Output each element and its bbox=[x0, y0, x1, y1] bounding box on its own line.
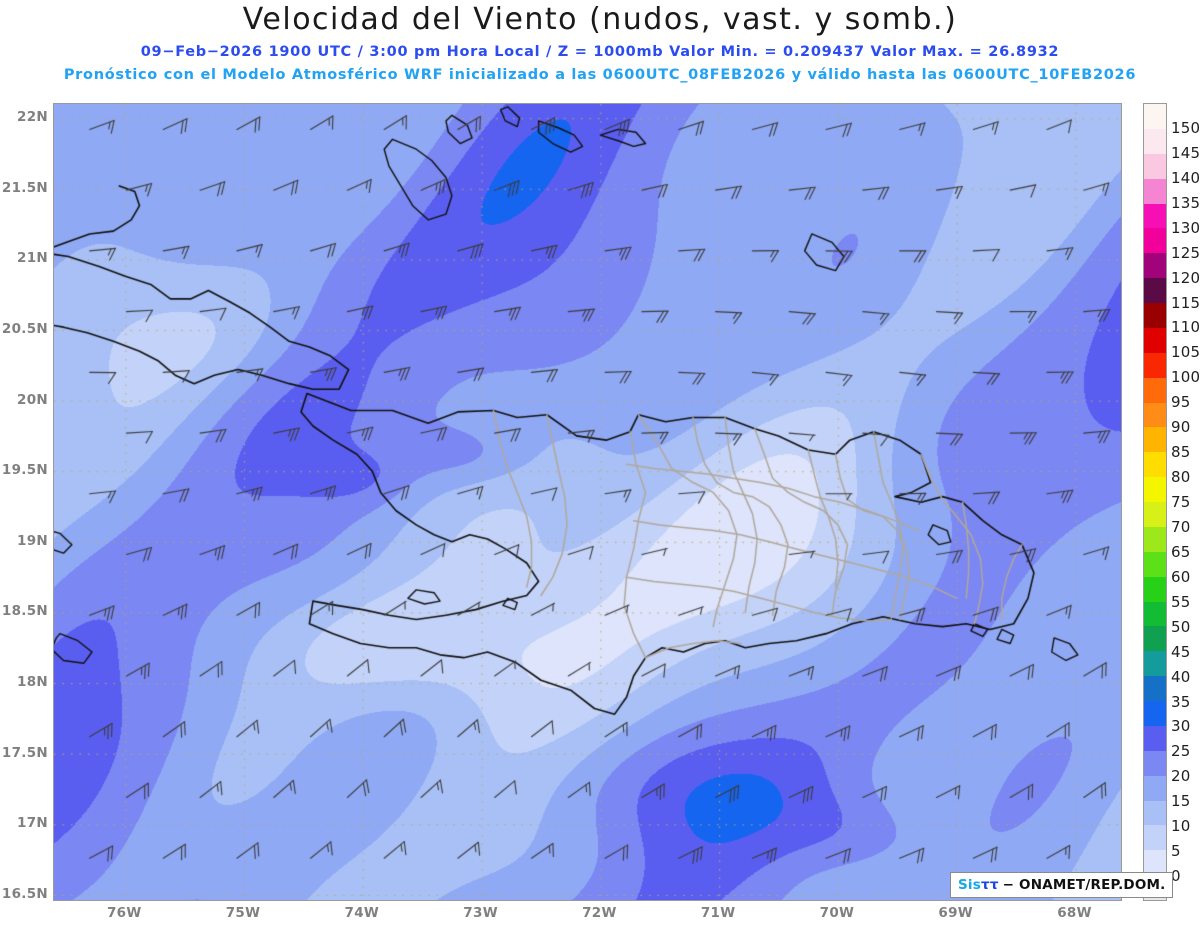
colorbar-band bbox=[1144, 750, 1166, 776]
y-tick-label: 20N bbox=[17, 391, 48, 408]
colorbar-band bbox=[1144, 153, 1166, 179]
colorbar-band bbox=[1144, 452, 1166, 478]
colorbar-tick-label: 35 bbox=[1171, 692, 1191, 711]
colorbar-band bbox=[1144, 352, 1166, 378]
colorbar-tick-label: 110 bbox=[1171, 318, 1200, 337]
colorbar-band bbox=[1144, 477, 1166, 502]
colorbar-tick-label: 0 bbox=[1171, 867, 1181, 886]
colorbar-band bbox=[1144, 178, 1166, 204]
attribution-logo: Sis ττ − ONAMET/REP.DOM. bbox=[950, 872, 1174, 898]
colorbar-band bbox=[1144, 576, 1166, 602]
colorbar-tick-label: 20 bbox=[1171, 767, 1191, 786]
colorbar-band bbox=[1144, 551, 1166, 577]
wind-speed-map bbox=[54, 104, 1121, 900]
y-tick-label: 17N bbox=[17, 815, 48, 832]
colorbar-band bbox=[1144, 651, 1166, 677]
x-tick-label: 74W bbox=[344, 905, 380, 921]
colorbar-tick-label: 15 bbox=[1171, 792, 1191, 811]
colorbar-tick-label: 100 bbox=[1171, 368, 1200, 387]
map-plot-area[interactable] bbox=[53, 103, 1122, 901]
colorbar-tick-label: 80 bbox=[1171, 468, 1191, 487]
colorbar-tick-label: 45 bbox=[1171, 642, 1191, 661]
colorbar-tick-label: 130 bbox=[1171, 218, 1200, 237]
colorbar-tick-label: 70 bbox=[1171, 517, 1191, 536]
logo-sis-text: Sis bbox=[958, 877, 981, 893]
x-tick-label: 75W bbox=[225, 905, 261, 921]
y-tick-label: 21.5N bbox=[1, 179, 48, 196]
x-tick-label: 69W bbox=[938, 905, 973, 921]
colorbar-band bbox=[1144, 377, 1166, 403]
colorbar-tick-label: 105 bbox=[1171, 343, 1200, 362]
page-title: Velocidad del Viento (nudos, vast. y som… bbox=[242, 2, 958, 37]
colorbar-band bbox=[1144, 676, 1166, 701]
colorbar-tick-label: 140 bbox=[1171, 168, 1200, 187]
colorbar-tick-label: 75 bbox=[1171, 493, 1191, 511]
colorbar-band bbox=[1144, 427, 1166, 453]
colorbar-tick-label: 30 bbox=[1171, 717, 1191, 736]
colorbar-tick-label: 145 bbox=[1171, 143, 1200, 162]
colorbar-tick-label: 115 bbox=[1171, 293, 1200, 312]
colorbar-tick-label: 55 bbox=[1171, 592, 1191, 611]
colorbar-band bbox=[1144, 128, 1166, 154]
logo-org-text: − ONAMET/REP.DOM. bbox=[1002, 877, 1166, 893]
colorbar-tick-label: 120 bbox=[1171, 268, 1200, 287]
colorbar-tick-label: 40 bbox=[1171, 667, 1191, 686]
y-tick-label: 17.5N bbox=[1, 744, 48, 761]
logo-pi-icon: ττ bbox=[981, 877, 999, 893]
colorbar-band bbox=[1144, 253, 1166, 279]
colorbar-band bbox=[1144, 278, 1166, 303]
y-tick-label: 19N bbox=[17, 532, 48, 549]
colorbar-band bbox=[1144, 526, 1166, 552]
colorbar-band bbox=[1144, 775, 1166, 801]
colorbar[interactable] bbox=[1143, 103, 1167, 901]
colorbar-tick-label: 5 bbox=[1171, 842, 1181, 861]
colorbar-band bbox=[1144, 327, 1166, 353]
y-tick-label: 21N bbox=[17, 250, 48, 267]
colorbar-band bbox=[1144, 825, 1166, 851]
x-tick-label: 71W bbox=[700, 905, 736, 921]
colorbar-tick-label: 65 bbox=[1171, 542, 1191, 561]
x-tick-label: 73W bbox=[463, 905, 498, 921]
y-tick-label: 20.5N bbox=[1, 320, 48, 337]
colorbar-band bbox=[1144, 850, 1166, 876]
colorbar-tick-label: 60 bbox=[1171, 567, 1191, 586]
subtitle-model-info: Pronóstico con el Modelo Atmosférico WRF… bbox=[63, 67, 1137, 83]
y-tick-label: 16.5N bbox=[1, 885, 48, 902]
colorbar-tick-label: 25 bbox=[1171, 742, 1191, 761]
colorbar-tick-label: 150 bbox=[1171, 118, 1200, 137]
colorbar-band bbox=[1144, 701, 1166, 726]
y-tick-label: 19.5N bbox=[1, 462, 48, 479]
colorbar-tick-label: 50 bbox=[1171, 617, 1191, 636]
colorbar-tick-label: 10 bbox=[1171, 817, 1191, 836]
colorbar-tick-label: 90 bbox=[1171, 418, 1191, 437]
y-tick-label: 18N bbox=[17, 674, 48, 691]
colorbar-tick-label: 125 bbox=[1171, 243, 1200, 262]
subtitle-forecast-time: 09−Feb−2026 1900 UTC / 3:00 pm Hora Loca… bbox=[140, 44, 1060, 60]
colorbar-band bbox=[1144, 601, 1166, 627]
colorbar-band bbox=[1144, 228, 1166, 254]
colorbar-band bbox=[1144, 502, 1166, 527]
colorbar-band bbox=[1144, 104, 1166, 129]
y-tick-label: 22N bbox=[17, 109, 48, 126]
x-tick-label: 68W bbox=[1057, 905, 1092, 921]
colorbar-band bbox=[1144, 203, 1166, 229]
colorbar-band bbox=[1144, 725, 1166, 751]
colorbar-band bbox=[1144, 626, 1166, 652]
colorbar-tick-label: 135 bbox=[1171, 193, 1200, 212]
chart-header: Velocidad del Viento (nudos, vast. y som… bbox=[0, 0, 1200, 95]
colorbar-tick-label: 85 bbox=[1171, 443, 1191, 462]
colorbar-band bbox=[1144, 303, 1166, 328]
x-tick-label: 72W bbox=[582, 905, 617, 921]
x-tick-label: 70W bbox=[819, 905, 855, 921]
y-tick-label: 18.5N bbox=[1, 603, 48, 620]
x-tick-label: 76W bbox=[106, 905, 142, 921]
colorbar-tick-label: 95 bbox=[1171, 393, 1191, 412]
colorbar-band bbox=[1144, 800, 1166, 826]
colorbar-band bbox=[1144, 402, 1166, 428]
